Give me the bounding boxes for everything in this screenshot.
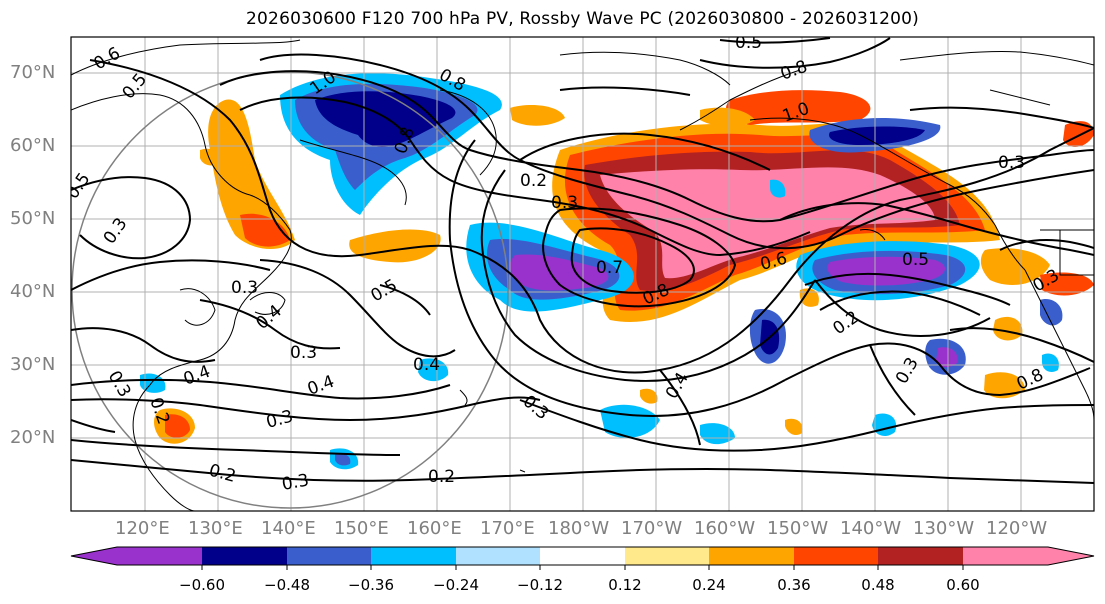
colorbar-min-extension [71,547,117,565]
colorbar-tick-label: 0.48 [861,576,895,594]
lon-label: 140°W [840,518,902,539]
colorbar-bin [709,547,794,565]
contour-label: 0.3 [290,343,317,363]
lon-label: 150°W [767,518,829,539]
lat-label: 40°N [10,281,56,302]
colorbar-bin [117,547,202,565]
colorbar-bin [963,547,1048,565]
contour-label: 0.5 [735,33,762,53]
colorbar-tick-label: −0.12 [517,576,563,594]
graticule [71,37,1094,511]
lon-label: 160°W [694,518,756,539]
colorbar-max-extension [1048,547,1094,565]
lon-label: 120°W [986,518,1048,539]
lat-label: 20°N [10,427,56,448]
colorbar-tick-label: −0.48 [264,576,310,594]
lon-label: 180°W [548,518,610,539]
colorbar-tick-label: −0.36 [348,576,394,594]
colorbar-tick-label: −0.60 [179,576,225,594]
colorbar [70,546,1095,570]
pv-anomaly-shading [140,73,1094,470]
contour-label: 0.3 [998,153,1025,173]
colorbar-tick-label: 0.36 [777,576,811,594]
contour-label: 0.5 [902,250,929,270]
contour-label: 0.2 [428,467,455,487]
colorbar-tick-label: 0.60 [946,576,980,594]
colorbar-bin [287,547,371,565]
lon-label: 170°E [480,518,535,539]
colorbar-bin [878,547,963,565]
contour-label: 0.3 [280,471,310,495]
contour-label: 0.3 [231,278,258,298]
contour-label: 0.3 [551,193,578,213]
colorbar-bin [540,547,625,565]
contour-label: 0.7 [596,258,623,278]
colorbar-bin [456,547,540,565]
colorbar-bin [625,547,709,565]
contour-label: 0.4 [413,355,440,375]
pv-contours [71,37,1094,484]
colorbar-tick-label: −0.24 [433,576,479,594]
lat-label: 30°N [10,354,56,375]
lon-label: 140°E [261,518,316,539]
colorbar-tick-label: 0.24 [692,576,726,594]
colorbar-bin [794,547,878,565]
map-frame [70,36,1095,512]
colorbar-outline [70,546,1095,566]
lon-label: 130°E [188,518,243,539]
map-title: 2026030600 F120 700 hPa PV, Rossby Wave … [246,9,919,29]
lon-label: 170°W [621,518,683,539]
lat-label: 60°N [10,135,56,156]
lat-label: 50°N [10,208,56,229]
lat-label: 70°N [10,62,56,83]
colorbar-bin [202,547,287,565]
colorbar-tick-label: 0.12 [608,576,642,594]
contour-label: 0.2 [520,171,547,191]
colorbar-bin [371,547,456,565]
lon-label: 160°E [407,518,462,539]
lon-label: 120°E [115,518,170,539]
lon-label: 150°E [334,518,389,539]
lon-label: 130°W [913,518,975,539]
